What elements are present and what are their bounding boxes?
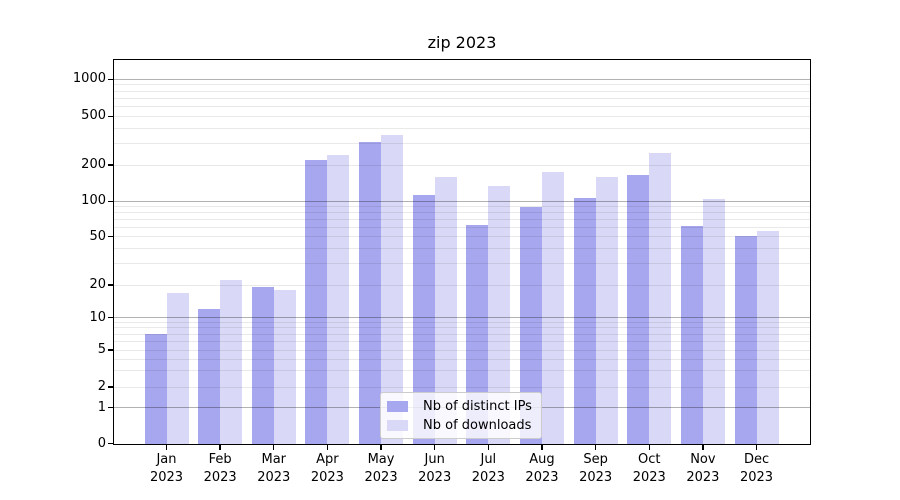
x-tick-label: Nov 2023 xyxy=(686,452,720,485)
x-tick-label: Oct 2023 xyxy=(632,452,666,485)
y-tick-mark xyxy=(108,349,114,351)
minor-gridline xyxy=(114,97,810,99)
x-tick-mark xyxy=(326,444,329,450)
x-tick-mark xyxy=(755,444,758,450)
y-tick-label: 200 xyxy=(81,157,106,172)
y-tick-mark xyxy=(108,284,114,286)
bar-downloads-may xyxy=(381,134,404,444)
y-tick-mark xyxy=(108,407,114,409)
major-gridline xyxy=(114,78,810,80)
bar-ips-oct xyxy=(627,175,650,444)
bar-downloads-jun xyxy=(434,176,457,444)
legend-label-downloads: Nb of downloads xyxy=(423,417,532,433)
y-tick-label: 500 xyxy=(81,108,106,124)
minor-gridline xyxy=(114,115,810,117)
bar-downloads-aug xyxy=(541,171,564,444)
x-tick-label: Mar 2023 xyxy=(257,452,291,485)
x-tick-label: Feb 2023 xyxy=(203,452,237,485)
y-tick-label: 5 xyxy=(97,342,106,357)
x-tick-mark xyxy=(487,444,489,450)
legend-item-downloads: Nb of downloads xyxy=(387,417,532,433)
y-tick-mark xyxy=(108,316,114,319)
y-tick-label: 0 xyxy=(97,435,106,451)
y-tick-label: 20 xyxy=(89,277,106,292)
minor-gridline xyxy=(114,90,810,92)
y-tick-label: 10 xyxy=(89,309,106,325)
y-tick-label: 1000 xyxy=(72,71,106,87)
chart-title: zip 2023 xyxy=(427,33,497,52)
y-tick-mark xyxy=(108,78,114,80)
bar-ips-mar xyxy=(251,287,274,444)
y-tick-label: 2 xyxy=(97,379,106,394)
y-tick-label: 1 xyxy=(97,399,106,415)
x-tick-mark xyxy=(702,444,704,450)
x-tick-mark xyxy=(541,444,543,450)
x-tick-mark xyxy=(648,444,650,450)
legend-item-distinct-ips: Nb of distinct IPs xyxy=(387,398,532,414)
bar-ips-jan xyxy=(144,334,167,444)
x-tick-label: Apr 2023 xyxy=(310,452,344,485)
y-tick-label: 100 xyxy=(81,193,106,209)
bar-downloads-feb xyxy=(220,279,243,444)
x-tick-label: May 2023 xyxy=(364,452,398,485)
plot-area xyxy=(114,60,810,444)
bar-downloads-dec xyxy=(756,230,779,444)
y-tick-mark xyxy=(108,200,114,202)
x-tick-mark xyxy=(219,444,221,450)
bar-ips-nov xyxy=(680,225,703,444)
bar-ips-dec xyxy=(734,235,757,444)
x-tick-mark xyxy=(434,444,436,450)
x-tick-mark xyxy=(380,444,382,450)
minor-gridline xyxy=(114,127,810,129)
bar-ips-jul xyxy=(466,224,489,444)
x-tick-label: Aug 2023 xyxy=(525,452,559,485)
x-tick-label: Jun 2023 xyxy=(418,452,452,485)
legend: Nb of distinct IPs Nb of downloads xyxy=(380,392,542,439)
x-tick-label: Jul 2023 xyxy=(471,452,505,485)
minor-gridline xyxy=(114,106,810,108)
x-tick-mark xyxy=(273,444,275,450)
y-tick-mark xyxy=(108,443,114,445)
bar-downloads-nov xyxy=(702,198,725,444)
bar-ips-may xyxy=(359,141,382,444)
bar-downloads-jul xyxy=(488,185,511,444)
x-tick-mark xyxy=(165,444,168,450)
legend-swatch-downloads xyxy=(387,419,408,431)
bar-downloads-jan xyxy=(166,292,189,444)
bar-downloads-sep xyxy=(595,176,618,444)
x-tick-label: Dec 2023 xyxy=(739,452,774,485)
bar-ips-sep xyxy=(573,197,596,444)
bar-ips-jun xyxy=(412,195,435,444)
y-tick-mark xyxy=(108,115,114,117)
x-tick-label: Sep 2023 xyxy=(579,452,613,485)
legend-label-distinct-ips: Nb of distinct IPs xyxy=(423,398,532,414)
minor-gridline xyxy=(114,84,810,86)
x-tick-mark xyxy=(594,444,597,450)
bar-downloads-apr xyxy=(327,155,350,444)
bar-ips-feb xyxy=(198,308,221,444)
bar-ips-apr xyxy=(305,159,328,444)
y-tick-label: 50 xyxy=(89,228,106,244)
bar-downloads-oct xyxy=(649,153,672,444)
bar-downloads-mar xyxy=(273,289,296,444)
legend-swatch-distinct-ips xyxy=(387,400,408,412)
y-tick-mark xyxy=(108,236,114,238)
x-tick-label: Jan 2023 xyxy=(149,452,184,485)
minor-gridline xyxy=(114,164,810,166)
y-tick-mark xyxy=(108,386,114,388)
y-tick-mark xyxy=(108,164,114,166)
minor-gridline xyxy=(114,142,810,144)
bar-ips-aug xyxy=(519,206,542,444)
